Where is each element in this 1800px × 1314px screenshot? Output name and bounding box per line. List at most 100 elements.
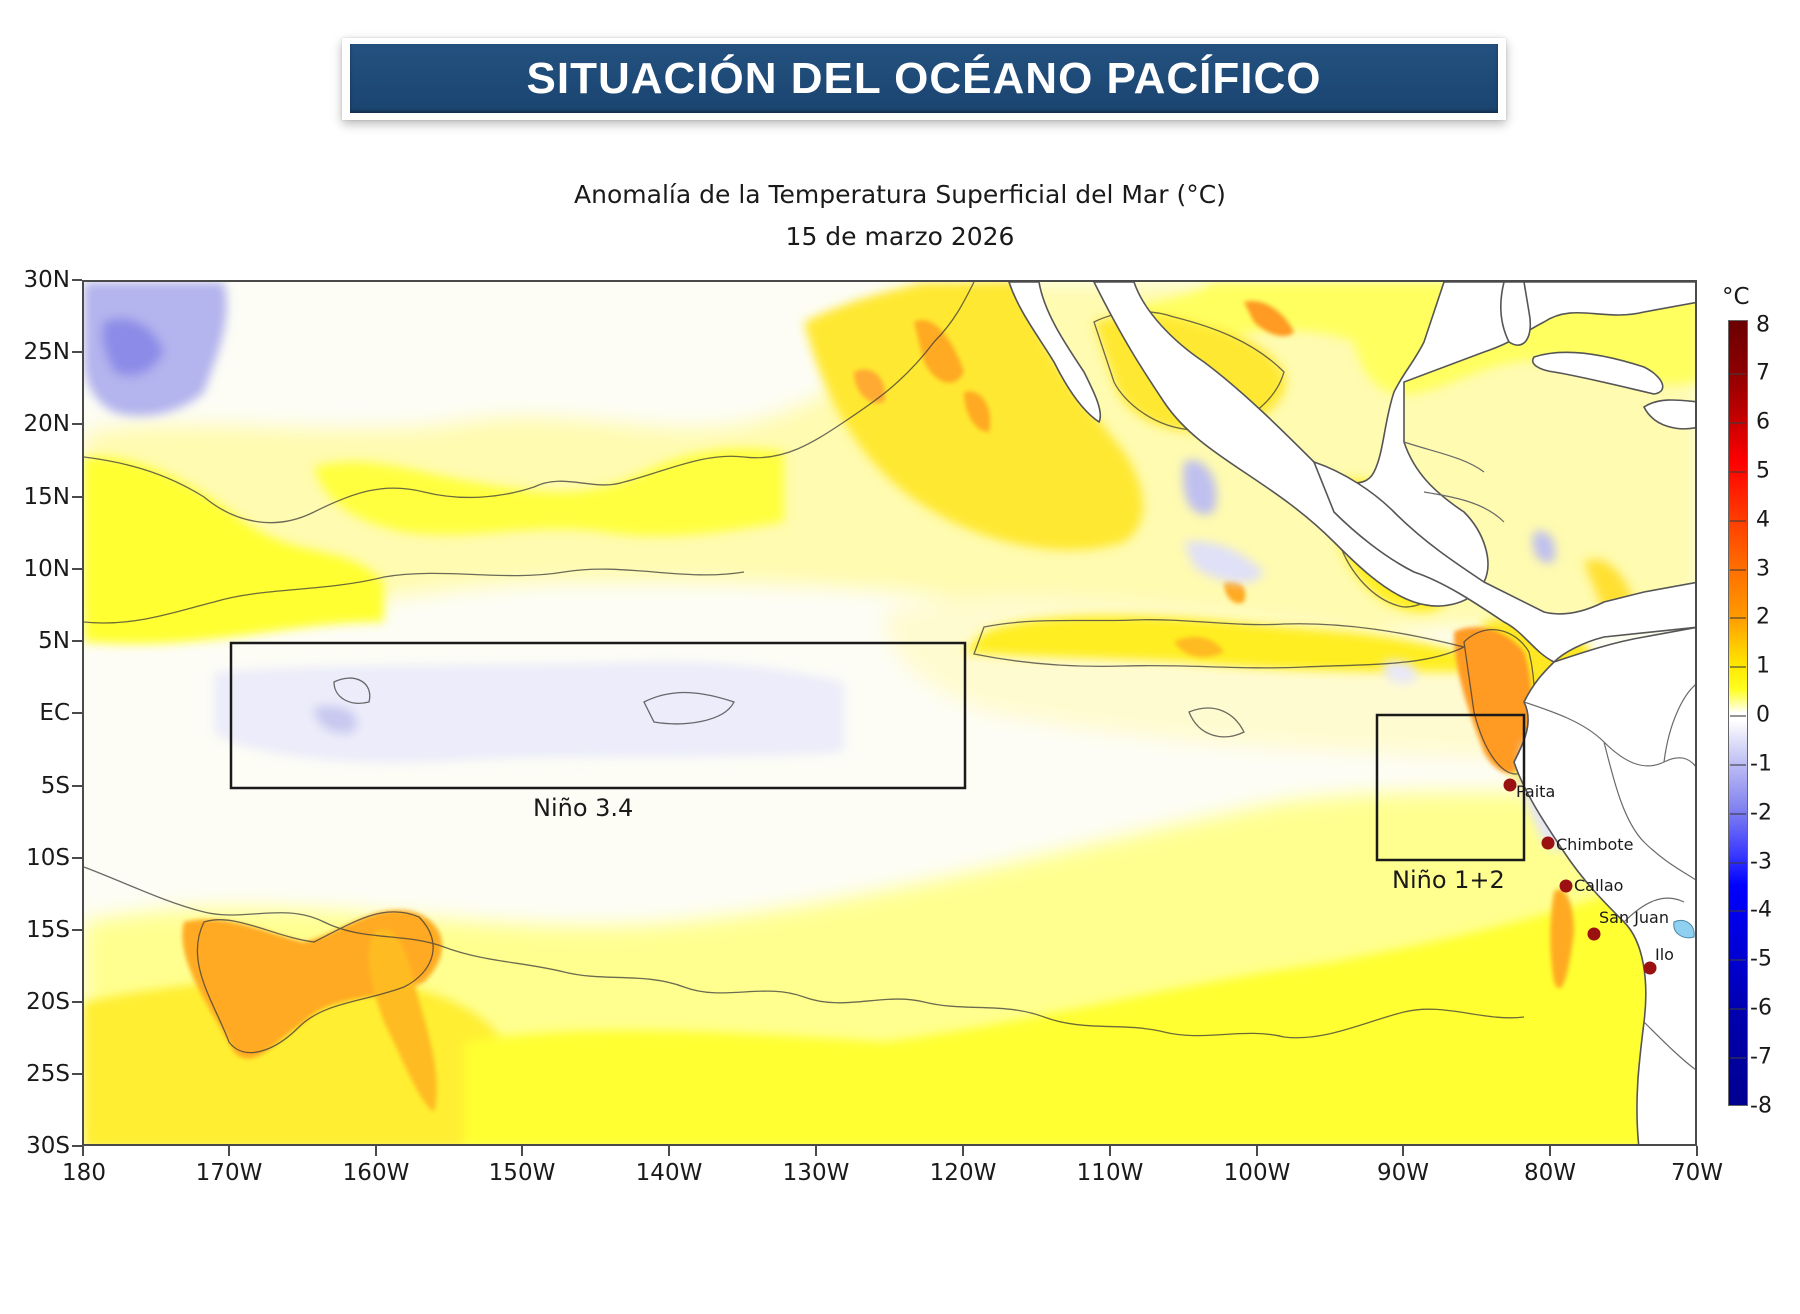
y-tick-mark [72,1145,82,1147]
x-tick-label: 70W [1670,1160,1724,1186]
y-tick-mark [72,423,82,425]
colorbar-label: -5 [1750,946,1772,972]
country-borders [1403,441,1695,1070]
colorbar-label: -3 [1750,849,1772,875]
colorbar-tick [1730,813,1746,815]
x-tick-label: 150W [488,1160,556,1186]
colorbar-tick [1730,1057,1746,1059]
colorbar-label: -8 [1750,1093,1772,1119]
x-tick-label: 110W [1076,1160,1144,1186]
x-tick-label: 80W [1523,1160,1577,1186]
colorbar-tick [1730,959,1746,961]
y-tick-label: 25N [23,339,70,365]
land-masses [1008,282,1695,1144]
y-tick-label: 20S [26,989,70,1015]
y-tick-mark [72,712,82,714]
y-tick-label: 30N [23,267,70,293]
colorbar-label: 6 [1756,409,1770,435]
colorbar-label: 2 [1756,604,1770,630]
colorbar-tick [1730,910,1746,912]
y-tick-label: 15N [23,484,70,510]
x-tick-label: 130W [782,1160,850,1186]
station-label-paita: Paita [1516,782,1556,801]
chart-title: Anomalía de la Temperatura Superficial d… [574,180,1226,209]
colorbar-label: -6 [1750,995,1772,1021]
x-tick-label: 140W [635,1160,703,1186]
station-label-ilo: Ilo [1655,945,1674,964]
title-banner: SITUACIÓN DEL OCÉANO PACÍFICO [342,38,1506,120]
colorbar-label: 4 [1756,507,1770,533]
y-tick-mark [72,929,82,931]
y-tick-label: 30S [26,1133,70,1159]
station-marker-chimbote [1541,836,1555,850]
cold-field [84,282,1585,850]
y-tick-mark [72,351,82,353]
colorbar-label: -2 [1750,800,1772,826]
x-tick-label: 170W [195,1160,263,1186]
station-label-chimbote: Chimbote [1556,835,1634,854]
y-tick-label: 15S [26,917,70,943]
station-marker-ilo [1643,961,1657,975]
warm-field-orange [182,301,1574,1112]
station-label-callao: Callao [1574,876,1624,895]
colorbar-label: 3 [1756,556,1770,582]
x-tick-label: 160W [342,1160,410,1186]
station-marker-paita [1503,778,1517,792]
y-tick-label: 10N [23,556,70,582]
y-tick-mark [72,785,82,787]
y-tick-label: 5S [40,773,70,799]
y-tick-mark [72,857,82,859]
x-tick-mark [228,1146,230,1156]
y-tick-mark [72,568,82,570]
colorbar-tick [1730,764,1746,766]
colorbar-label: 8 [1756,312,1770,338]
x-tick-mark [1549,1146,1551,1156]
colorbar-tick [1730,471,1746,473]
x-tick-label: 180 [62,1160,106,1186]
banner-title: SITUACIÓN DEL OCÉANO PACÍFICO [526,53,1322,103]
colorbar-tick [1730,666,1746,668]
nino-3-4-label: Niño 3.4 [533,794,634,822]
colorbar-label: -4 [1750,897,1772,923]
y-tick-label: 20N [23,411,70,437]
x-tick-label: 90W [1376,1160,1430,1186]
x-tick-mark [1402,1146,1404,1156]
station-marker-san-juan [1587,927,1601,941]
nino-1-2-box [1375,713,1526,862]
x-tick-mark [1109,1146,1111,1156]
station-marker-callao [1559,879,1573,893]
title-banner-fill: SITUACIÓN DEL OCÉANO PACÍFICO [350,44,1498,113]
colorbar-label: 5 [1756,458,1770,484]
nino-1-2-label: Niño 1+2 [1392,866,1505,894]
colorbar-tick [1730,422,1746,424]
lake-titicaca [1673,919,1695,939]
colorbar-tick [1730,1008,1746,1010]
x-tick-mark [668,1146,670,1156]
colorbar-tick [1730,862,1746,864]
x-tick-mark [962,1146,964,1156]
colorbar-label: 1 [1756,653,1770,679]
colorbar-tick [1730,373,1746,375]
station-label-san-juan: San Juan [1599,908,1669,927]
map-canvas [84,282,1695,1144]
x-tick-label: 120W [929,1160,997,1186]
colorbar-label: 7 [1756,360,1770,386]
y-tick-label: EC [39,700,70,726]
colorbar [1728,320,1748,1106]
colorbar-label: -7 [1750,1044,1772,1070]
y-tick-mark [72,496,82,498]
colorbar-label: -1 [1750,751,1772,777]
sst-anomaly-map [82,280,1697,1146]
colorbar-label: 0 [1756,702,1770,728]
y-tick-label: 5N [38,628,70,654]
colorbar-tick [1730,617,1746,619]
y-tick-label: 25S [26,1061,70,1087]
x-tick-mark [1696,1146,1698,1156]
nino-3-4-box [229,641,967,790]
colorbar-tick [1730,520,1746,522]
x-tick-mark [521,1146,523,1156]
y-tick-mark [72,640,82,642]
chart-subtitle: 15 de marzo 2026 [785,222,1015,251]
colorbar-unit: °C [1722,284,1750,310]
y-tick-mark [72,1073,82,1075]
